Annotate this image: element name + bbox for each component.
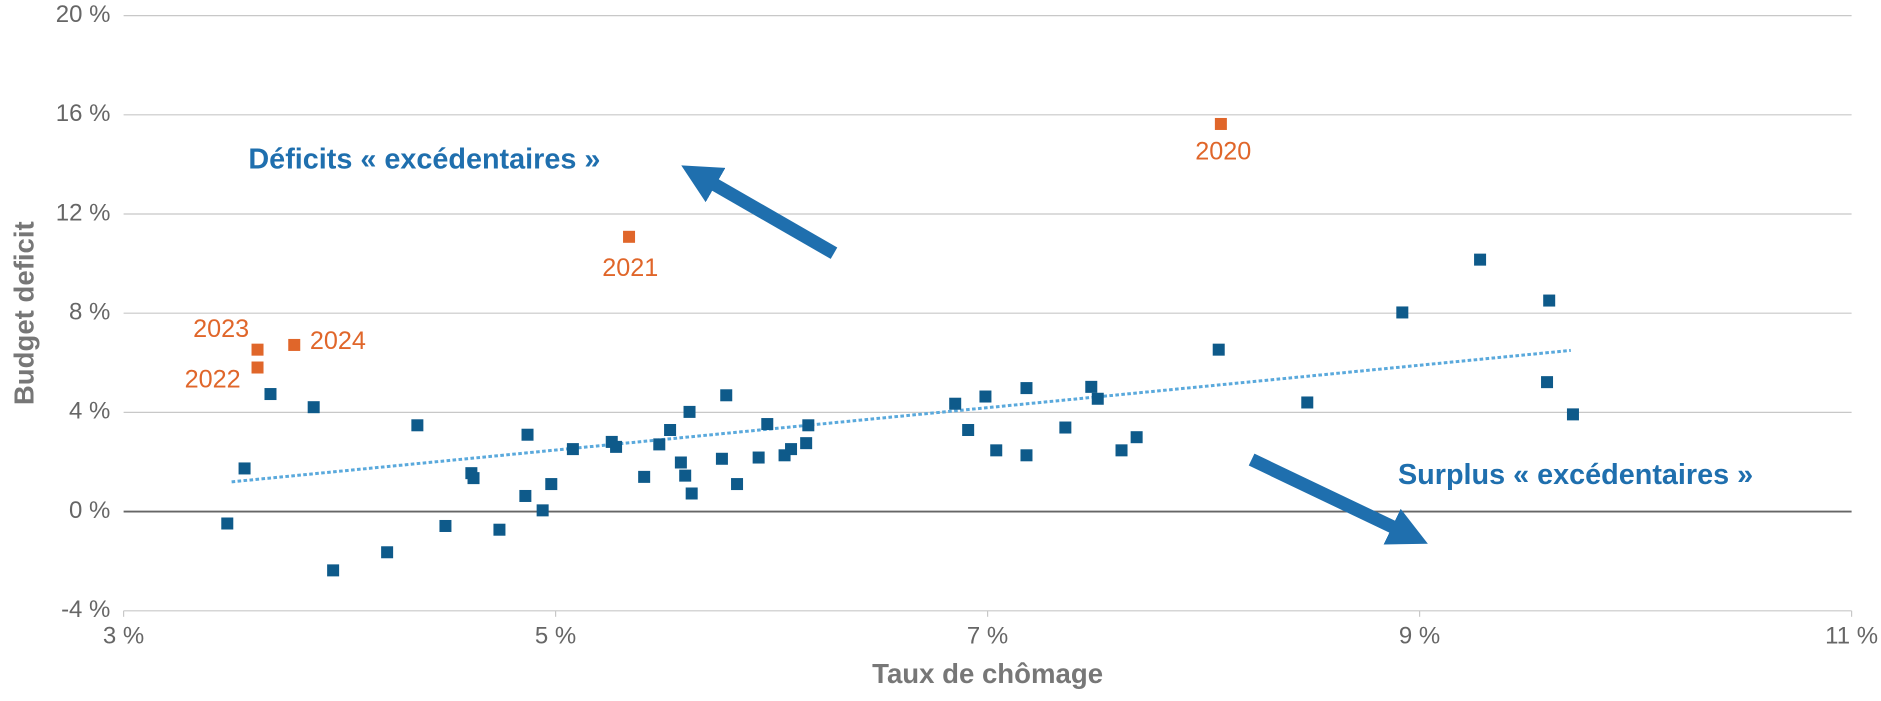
x-axis-title: Taux de chômage xyxy=(872,658,1103,689)
point-label: 2022 xyxy=(185,365,241,393)
point-label: 2024 xyxy=(310,327,366,355)
scatter-point xyxy=(1115,444,1128,457)
x-tick-label: 3 % xyxy=(103,623,144,650)
scatter-point xyxy=(307,401,320,414)
scatter-point xyxy=(536,504,549,517)
y-tick-label: 0 % xyxy=(69,497,110,524)
x-tick-label: 9 % xyxy=(1399,623,1440,650)
scatter-point xyxy=(802,419,815,432)
scatter-point xyxy=(519,489,532,502)
scatter-point xyxy=(1214,117,1227,130)
scatter-point xyxy=(381,546,394,559)
y-tick-label: 20 % xyxy=(56,1,111,28)
scatter-point xyxy=(752,451,765,464)
y-tick-label: 16 % xyxy=(56,100,111,127)
y-axis-title: Budget deficit xyxy=(9,221,40,405)
scatter-point xyxy=(720,389,733,402)
scatter-point xyxy=(493,523,506,536)
scatter-point xyxy=(638,470,651,483)
scatter-point xyxy=(715,452,728,465)
scatter-point xyxy=(785,443,798,456)
scatter-point xyxy=(653,438,666,451)
x-tick-label: 11 % xyxy=(1825,623,1878,650)
scatter-point xyxy=(761,418,774,431)
scatter-point xyxy=(962,424,975,437)
scatter-point xyxy=(264,388,277,401)
scatter-point xyxy=(1130,431,1143,444)
scatter-point xyxy=(411,419,424,432)
x-tick-label: 5 % xyxy=(535,623,576,650)
scatter-point xyxy=(1543,294,1556,307)
scatter-point xyxy=(1212,343,1225,356)
scatter-point xyxy=(1474,253,1487,266)
scatter-point xyxy=(545,478,558,491)
scatter-point xyxy=(990,444,1003,457)
trend-line xyxy=(231,348,1571,484)
scatter-point xyxy=(800,437,813,450)
scatter-point xyxy=(467,472,480,485)
scatter-point xyxy=(221,517,234,530)
scatter-point xyxy=(1566,408,1579,421)
arrow xyxy=(681,165,838,259)
y-tick-label: 8 % xyxy=(69,299,110,326)
y-tick-label: -4 % xyxy=(61,596,110,623)
scatter-point xyxy=(1541,376,1554,389)
scatter-point xyxy=(439,519,452,532)
arrow xyxy=(1248,453,1428,545)
scatter-point xyxy=(949,397,962,410)
scatter-point xyxy=(238,462,251,475)
scatter-point xyxy=(1396,306,1409,319)
y-tick-label: 4 % xyxy=(69,398,110,425)
scatter-point xyxy=(685,487,698,500)
point-label: 2023 xyxy=(193,315,249,343)
scatter-point xyxy=(521,428,534,441)
scatter-point xyxy=(1085,380,1098,393)
annotation: Surplus « excédentaires » xyxy=(1398,459,1753,491)
scatter-point xyxy=(979,390,992,403)
x-tick-label: 7 % xyxy=(967,623,1008,650)
scatter-point xyxy=(1301,396,1314,409)
y-tick-label: 12 % xyxy=(56,199,111,226)
point-label: 2021 xyxy=(602,254,658,282)
scatter-point xyxy=(251,361,264,374)
annotation: Déficits « excédentaires » xyxy=(248,143,600,175)
scatter-point xyxy=(1020,449,1033,462)
scatter-point xyxy=(251,343,264,356)
scatter-point xyxy=(288,338,301,351)
scatter-point xyxy=(566,443,579,456)
point-label: 2020 xyxy=(1195,137,1251,165)
scatter-point xyxy=(731,478,744,491)
scatter-point xyxy=(664,424,677,437)
scatter-point xyxy=(679,469,692,482)
scatter-point xyxy=(683,405,696,418)
scatter-point xyxy=(778,449,791,462)
scatter-point xyxy=(674,456,687,469)
scatter-point xyxy=(1091,392,1104,405)
scatter-point xyxy=(1020,382,1033,395)
scatter-point xyxy=(610,440,623,453)
scatter-point xyxy=(327,564,340,577)
scatter-point xyxy=(1059,421,1072,434)
scatter-point xyxy=(623,230,636,243)
grid xyxy=(123,14,1852,612)
